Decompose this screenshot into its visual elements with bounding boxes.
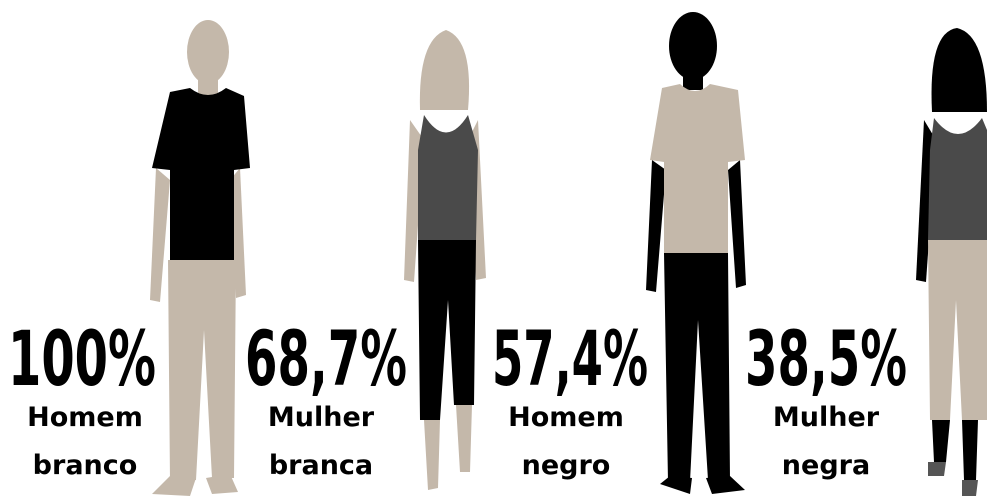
label-line: branco xyxy=(33,450,138,481)
label-line: Homem xyxy=(508,402,624,433)
pants xyxy=(418,240,476,420)
pants xyxy=(928,240,987,420)
label-line: branca xyxy=(269,450,373,481)
percent: 100% xyxy=(8,314,156,403)
figure-black-man xyxy=(646,12,746,494)
percent: 57,4% xyxy=(492,314,648,403)
top xyxy=(928,118,987,240)
figure-black-woman xyxy=(916,28,987,496)
neck xyxy=(683,72,703,90)
label-line: Mulher xyxy=(268,402,375,433)
hair xyxy=(932,28,987,112)
infographic: 100% Homem branco 68,7% Mulher branca 57… xyxy=(0,0,987,502)
label-line: negra xyxy=(782,450,870,481)
top xyxy=(418,115,478,240)
head xyxy=(669,12,717,80)
shoes xyxy=(660,476,745,494)
head xyxy=(187,20,229,84)
figure-white-woman xyxy=(404,30,486,490)
label-line: Homem xyxy=(27,402,143,433)
page: {"items": [ {"percent": "100%", "line1":… xyxy=(0,0,987,502)
pants xyxy=(168,260,236,482)
percent: 68,7% xyxy=(245,314,407,403)
figure-white-man xyxy=(150,20,250,496)
arm xyxy=(150,168,170,302)
label-line: negro xyxy=(522,450,611,481)
pants xyxy=(664,253,730,482)
percent: 38,5% xyxy=(745,314,907,403)
hair xyxy=(420,30,469,110)
label-line: Mulher xyxy=(773,402,880,433)
